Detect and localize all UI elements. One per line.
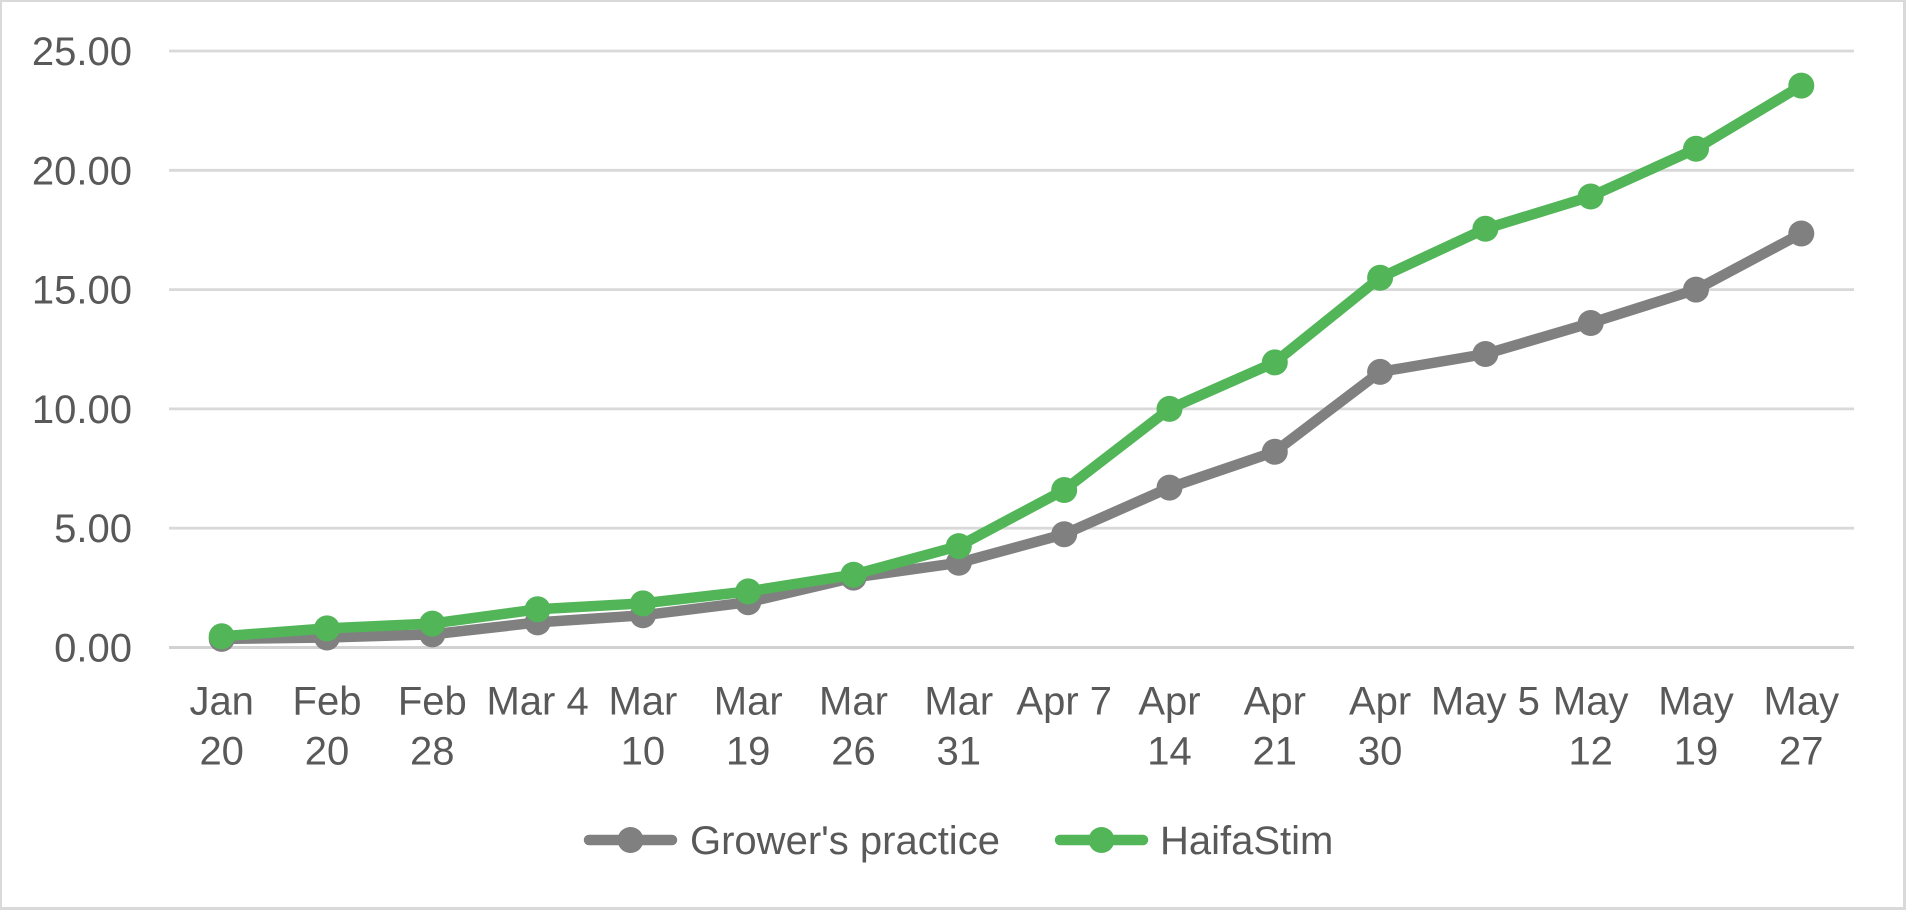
svg-text:30: 30 (1358, 730, 1403, 774)
svg-text:19: 19 (1674, 730, 1719, 774)
svg-text:25.00: 25.00 (32, 30, 132, 74)
svg-text:0.00: 0.00 (54, 627, 132, 671)
svg-text:31: 31 (937, 730, 982, 774)
svg-text:21: 21 (1253, 730, 1298, 774)
svg-text:Mar: Mar (608, 680, 677, 724)
svg-text:Feb: Feb (398, 680, 467, 724)
svg-text:26: 26 (831, 730, 876, 774)
svg-text:Jan: Jan (189, 680, 254, 724)
svg-text:May: May (1553, 680, 1629, 724)
svg-text:19: 19 (726, 730, 771, 774)
svg-text:27: 27 (1779, 730, 1824, 774)
svg-text:May 5: May 5 (1431, 680, 1540, 724)
svg-text:Apr 7: Apr 7 (1016, 680, 1112, 724)
svg-text:10: 10 (621, 730, 666, 774)
svg-text:Apr: Apr (1138, 680, 1200, 724)
svg-text:12: 12 (1568, 730, 1613, 774)
svg-text:28: 28 (410, 730, 455, 774)
svg-text:14: 14 (1147, 730, 1192, 774)
svg-text:20.00: 20.00 (32, 149, 132, 193)
svg-text:5.00: 5.00 (54, 507, 132, 551)
svg-text:Mar: Mar (714, 680, 783, 724)
svg-text:Feb: Feb (293, 680, 362, 724)
svg-text:May: May (1658, 680, 1734, 724)
svg-text:Mar: Mar (819, 680, 888, 724)
svg-text:Mar: Mar (924, 680, 993, 724)
svg-text:Mar 4: Mar 4 (486, 680, 588, 724)
svg-text:15.00: 15.00 (32, 269, 132, 313)
svg-text:May: May (1764, 680, 1840, 724)
svg-text:Apr: Apr (1349, 680, 1411, 724)
svg-text:20: 20 (199, 730, 244, 774)
svg-text:10.00: 10.00 (32, 388, 132, 432)
svg-text:Apr: Apr (1244, 680, 1306, 724)
svg-text:20: 20 (305, 730, 350, 774)
svg-text:HaifaStim: HaifaStim (1160, 819, 1333, 863)
svg-text:Grower's practice: Grower's practice (690, 819, 1000, 863)
